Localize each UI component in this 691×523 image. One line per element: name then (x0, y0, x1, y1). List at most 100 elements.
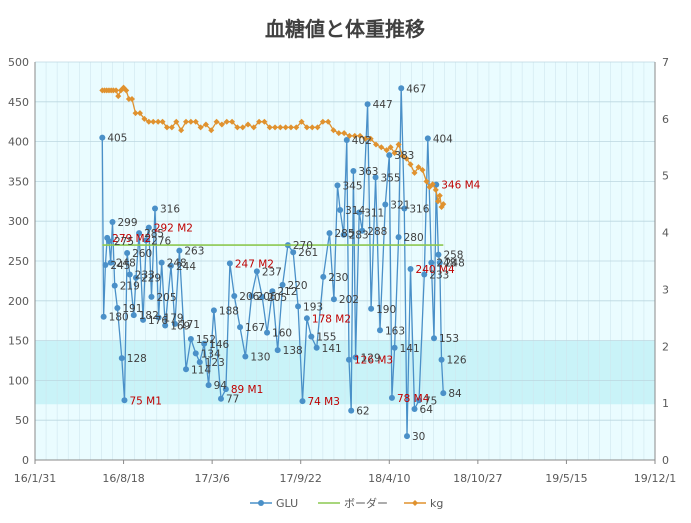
weight-data-point (128, 95, 135, 102)
glu-data-point (145, 224, 152, 231)
glu-data-point (398, 85, 405, 92)
glu-data-label: 169 (170, 320, 190, 332)
glu-data-label: 180 (109, 312, 129, 324)
weight-data-point (208, 127, 215, 134)
glu-data-point (401, 205, 408, 212)
glu-data-label: 75 M1 (129, 395, 161, 407)
glu-data-point (330, 296, 337, 303)
glu-data-point (345, 356, 352, 363)
weight-data-point (192, 118, 199, 125)
glu-data-label: 123 (205, 357, 225, 369)
glu-data-label: 467 (406, 83, 426, 95)
legend-weight-label: kg (430, 497, 443, 510)
weight-data-point (266, 124, 273, 131)
glu-data-label: 276 (151, 235, 171, 247)
glu-data-point (269, 288, 276, 295)
legend-glu-label: GLU (276, 497, 298, 510)
glu-data-label: 126 M3 (354, 355, 393, 367)
glu-data-label: 248 (167, 258, 187, 270)
weight-data-point (440, 201, 447, 208)
glu-data-label: 316 (409, 203, 429, 215)
glu-data-label: 176 (148, 315, 168, 327)
glu-data-label: 77 (226, 394, 239, 406)
glu-data-point (313, 344, 320, 351)
glu-data-label: 155 (316, 332, 336, 344)
glu-data-label: 280 (404, 232, 424, 244)
weight-data-point (277, 124, 284, 131)
glu-data-label: 245 (110, 260, 130, 272)
glu-data-point (295, 303, 302, 310)
glu-data-point (248, 293, 255, 300)
weight-data-point (229, 118, 236, 125)
weight-data-point (163, 124, 170, 131)
glu-data-label: 248 (436, 258, 456, 270)
weight-data-point (391, 149, 398, 156)
glu-data-point (299, 398, 306, 405)
glu-data-point (109, 218, 116, 225)
weight-data-point (150, 118, 157, 125)
glu-data-label: 128 (127, 353, 147, 365)
weight-data-point (293, 124, 300, 131)
glu-data-label: 299 (118, 217, 138, 229)
glu-data-point (155, 314, 162, 321)
glu-data-point (183, 366, 190, 373)
glu-data-label: 261 (298, 247, 318, 259)
glu-data-point (132, 274, 139, 281)
glu-data-label: 146 (209, 339, 229, 351)
glu-data-label: 405 (107, 133, 127, 145)
weight-data-point (123, 87, 130, 94)
weight-data-point (435, 198, 441, 205)
glu-data-label: 247 M2 (235, 258, 274, 270)
left-axis-tick-label: 300 (8, 215, 29, 228)
axis-layer: 0501001502002503003504004505000123456716… (8, 56, 676, 485)
glu-data-label: 94 (214, 380, 228, 392)
weight-data-point (309, 124, 316, 131)
glu-data-point (242, 353, 249, 360)
weight-data-point (239, 124, 246, 131)
glu-data-label: 78 M4 (397, 393, 430, 405)
glu-data-point (158, 259, 165, 266)
glu-data-point (140, 316, 147, 323)
glu-data-label: 134 (201, 348, 221, 360)
weight-data-point (436, 192, 443, 199)
weight-data-point (325, 118, 332, 125)
weight-data-point (145, 118, 152, 125)
right-axis-tick-label: 6 (662, 113, 669, 126)
left-axis-tick-label: 450 (8, 96, 29, 109)
weight-data-point (403, 155, 410, 162)
weight-data-point (213, 118, 220, 125)
chart-title: 血糖値と体重推移 (265, 17, 425, 41)
weight-data-point (132, 110, 139, 117)
x-axis-tick-label: 17/9/22 (280, 472, 322, 485)
glu-data-point (326, 230, 333, 237)
left-axis-tick-label: 200 (8, 295, 29, 308)
weight-data-point (183, 118, 190, 125)
glu-data-point (259, 293, 266, 300)
glu-data-label: 240 M4 (416, 264, 455, 276)
weight-data-point (282, 124, 289, 131)
glu-data-label: 193 (303, 301, 323, 313)
right-axis-tick-label: 4 (662, 227, 669, 240)
glu-data-label: 114 (191, 364, 211, 376)
right-axis-tick-label: 0 (662, 454, 669, 467)
glu-data-point (433, 181, 440, 188)
glu-data-label: 346 M4 (441, 180, 480, 192)
glu-data-point (136, 230, 143, 237)
glu-data-point (386, 152, 393, 159)
right-axis-tick-label: 5 (662, 170, 669, 183)
glu-data-label: 258 (443, 250, 463, 262)
weight-data-point (245, 121, 252, 128)
glu-data-label: 75 (424, 395, 437, 407)
weight-data-point (187, 118, 194, 125)
weight-data-point (367, 135, 374, 142)
legend-weight-marker (412, 500, 418, 506)
glu-data-label: 402 (352, 135, 372, 147)
glu-data-point (111, 282, 118, 289)
glu-data-point (395, 234, 402, 241)
weight-data-point (335, 130, 342, 137)
legend: GLU ボーダー kg (250, 496, 443, 510)
glu-data-point (382, 201, 389, 208)
glu-data-label: 160 (272, 328, 292, 340)
right-axis-tick-label: 2 (662, 340, 669, 353)
glu-data-label: 233 (135, 270, 155, 282)
